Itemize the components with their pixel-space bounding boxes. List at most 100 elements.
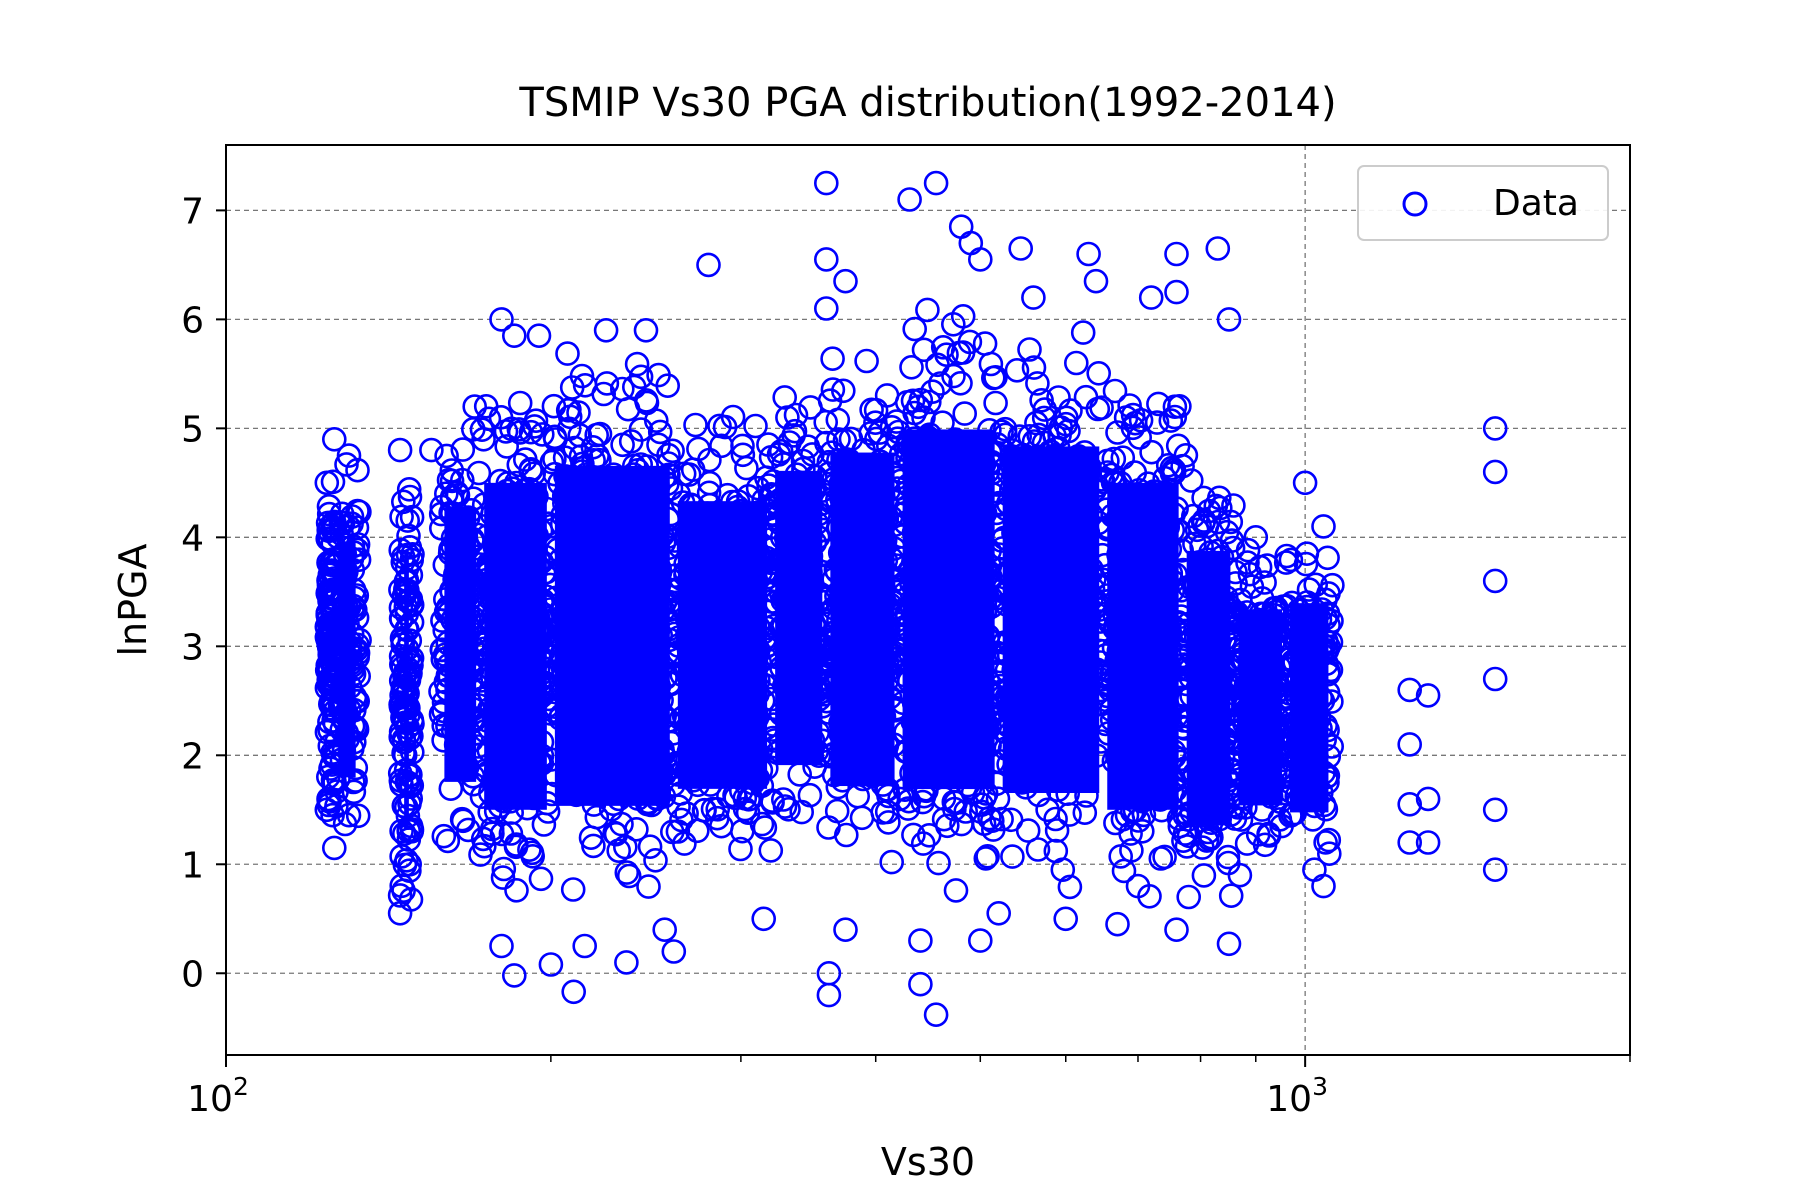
data-point [471,833,497,859]
data-point [1315,545,1340,571]
data-point [624,816,649,842]
data-point [986,900,1012,926]
x-axis-label: Vs30 [881,1140,975,1184]
data-point [1191,863,1217,888]
data-point [1218,883,1244,909]
legend-label-data: Data [1493,183,1579,224]
x-tick-label: 102 [187,1072,249,1120]
data-point [897,187,922,212]
data-point [390,674,416,700]
data-point [618,429,644,454]
data-point [462,394,488,419]
data-point [896,788,922,814]
data-point [1120,402,1146,428]
data-point [1397,732,1422,757]
dense-cluster [404,552,409,830]
data-point [1031,405,1057,431]
data-point [321,426,347,452]
data-point [489,933,514,959]
data-point [1320,572,1345,598]
data-point [321,835,347,861]
data-point [858,421,884,446]
data-point [490,865,516,890]
data-point [908,928,933,953]
data-point [1311,873,1336,899]
data-point [1293,551,1319,577]
data-point [1235,537,1261,563]
plot-frame [225,144,1631,1056]
data-point [813,247,839,272]
data-point [339,511,364,537]
x-axis-ticks: 102 103 [187,1055,1631,1120]
data-point [908,971,933,997]
legend-box [1357,165,1609,241]
data-point [1273,550,1299,575]
data-point [560,877,586,902]
data-point [316,787,342,812]
data-point [1146,391,1171,417]
data-point [1196,498,1222,524]
data-point [1158,408,1184,433]
data-point [1015,818,1041,843]
data-point [1043,806,1068,832]
data-point [466,460,492,486]
y-tick-label: 3 [181,627,204,668]
data-point [797,782,823,808]
data-point [1482,857,1508,883]
data-point [1482,666,1508,692]
data-point [614,950,639,975]
data-point [820,346,845,372]
dense-cluster [484,482,547,810]
data-point [336,443,362,468]
data-point [661,939,687,964]
data-point [506,452,532,478]
data-point [833,917,858,943]
data-point [501,323,527,349]
dense-cluster [1107,482,1179,810]
data-point [709,813,734,839]
data-point [948,370,973,396]
data-point [1227,862,1253,888]
data-point [1222,806,1248,831]
data-point [1173,442,1199,468]
data-point [1047,422,1072,448]
data-point [389,818,414,844]
data-point [696,252,721,278]
data-point [1102,378,1128,404]
data-point [646,362,671,388]
data-point [397,725,423,751]
data-point [584,804,610,830]
data-point [697,447,722,473]
data-point [399,609,425,635]
data-point [782,418,808,444]
data-point [1138,285,1164,310]
data-point [614,860,640,885]
data-point [518,419,544,445]
data-point [1119,838,1144,863]
data-point [849,805,875,831]
data-point [728,836,753,862]
data-point [615,396,641,422]
data-point [1482,459,1508,485]
data-point [813,296,839,321]
data-point [734,455,759,481]
data-point [1025,371,1050,396]
dense-cluster [830,452,895,787]
data-point [1397,830,1422,855]
data-point [471,426,496,452]
y-tick-label: 4 [181,518,204,559]
y-tick-label: 2 [181,736,204,777]
data-point [1139,439,1164,465]
data-point [879,849,905,875]
data-point [1025,837,1051,862]
chart-title: TSMIP Vs30 PGA distribution(1992-2014) [518,80,1336,126]
data-point [743,413,768,439]
data-point [336,802,362,828]
data-point [503,832,529,857]
data-point [902,316,928,342]
data-point [473,393,499,419]
data-point [1152,844,1177,870]
data-point [1085,396,1111,422]
data-point [830,378,856,404]
data-point [1215,844,1241,870]
